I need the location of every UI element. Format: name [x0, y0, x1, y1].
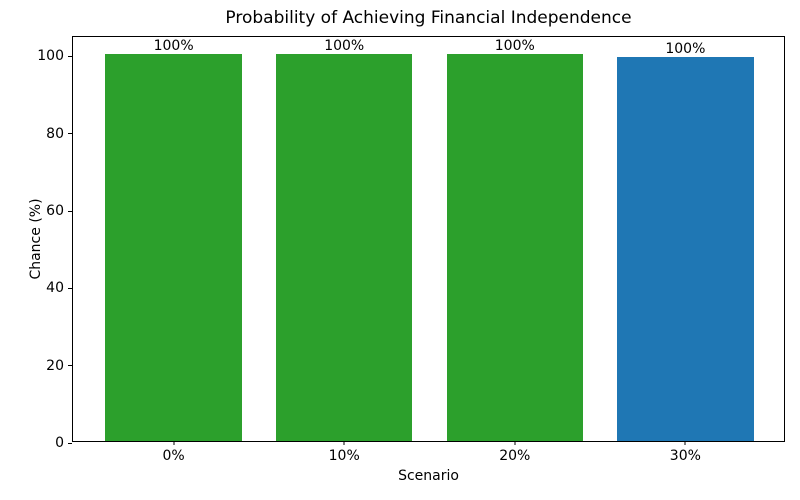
x-tick-label: 0% [162, 448, 185, 464]
y-tick-label: 20 [46, 357, 64, 374]
x-tick [173, 441, 175, 445]
x-tick-label: 10% [328, 448, 360, 464]
chart-title: Probability of Achieving Financial Indep… [225, 8, 632, 28]
bar-value-label: 100% [324, 38, 365, 55]
x-tick [343, 441, 345, 445]
x-tick-label: 30% [669, 448, 701, 464]
bar-value-label: 100% [494, 38, 535, 55]
bar-value-label: 100% [665, 40, 706, 57]
y-axis-label: Chance (%) [28, 198, 44, 280]
bar [446, 54, 583, 441]
x-axis-label: Scenario [398, 468, 459, 484]
y-tick-label: 80 [46, 125, 64, 142]
bar [617, 56, 754, 441]
x-tick-label: 20% [499, 448, 531, 464]
plot-area: 0 20 40 60 80 100 100% 0% 100% 10% 100% 20% 100% 30% [37, 36, 785, 464]
y-tick [68, 210, 72, 212]
bar-value-label: 100% [153, 38, 194, 55]
y-tick [68, 133, 72, 135]
y-tick [68, 365, 72, 367]
y-tick [68, 55, 72, 57]
y-tick [68, 287, 72, 289]
y-tick-label: 0 [55, 435, 64, 451]
bar [105, 54, 242, 441]
bar [275, 54, 413, 441]
y-tick-label: 60 [46, 203, 64, 219]
y-tick-label: 40 [46, 280, 64, 297]
y-tick-label: 100 [37, 48, 64, 65]
y-tick [68, 442, 72, 444]
x-tick [684, 441, 686, 445]
x-tick [514, 441, 516, 445]
